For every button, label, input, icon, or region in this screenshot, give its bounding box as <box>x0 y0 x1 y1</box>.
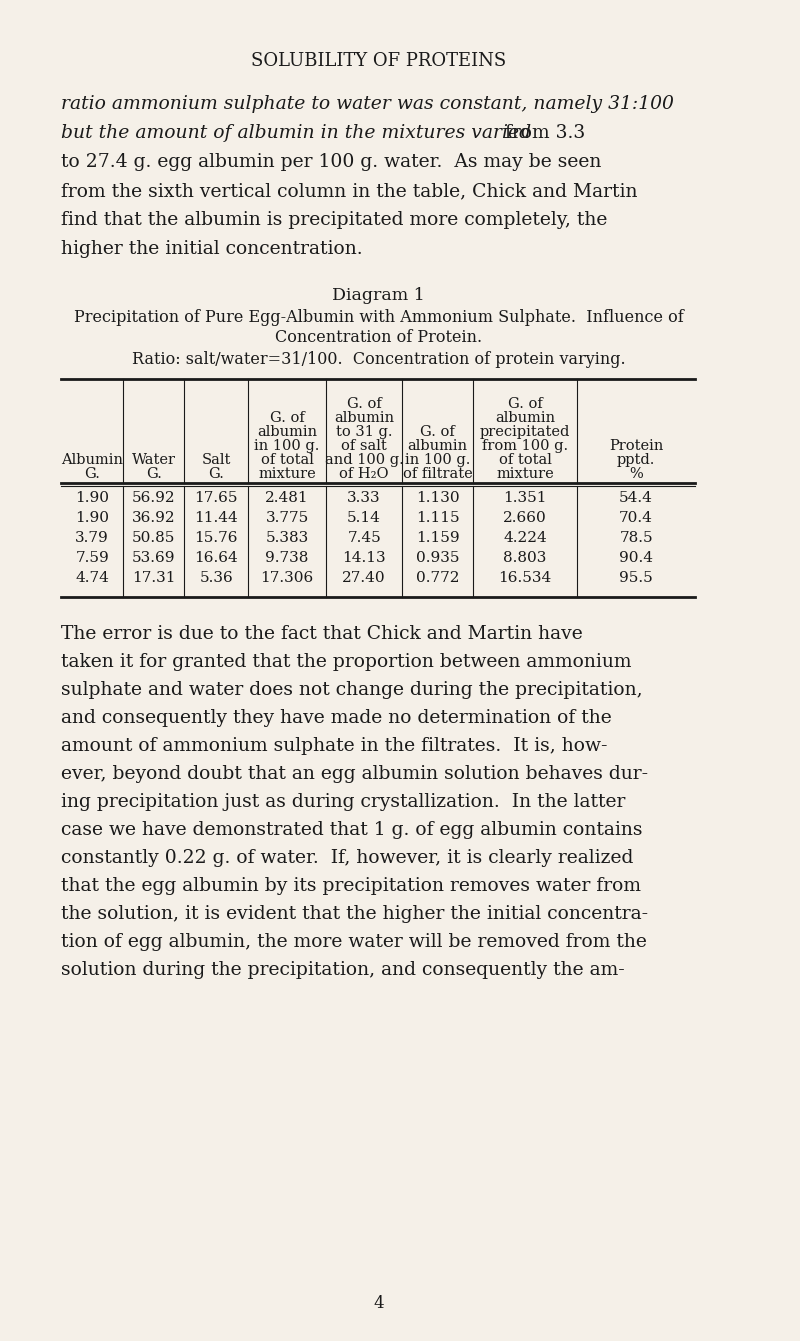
Text: 56.92: 56.92 <box>132 491 175 506</box>
Text: to 31 g.: to 31 g. <box>336 425 393 439</box>
Text: sulphate and water does not change during the precipitation,: sulphate and water does not change durin… <box>62 681 643 699</box>
Text: higher the initial concentration.: higher the initial concentration. <box>62 240 363 257</box>
Text: find that the albumin is precipitated more completely, the: find that the albumin is precipitated mo… <box>62 211 608 229</box>
Text: constantly 0.22 g. of water.  If, however, it is clearly realized: constantly 0.22 g. of water. If, however… <box>62 849 634 868</box>
Text: of total: of total <box>261 453 314 467</box>
Text: 8.803: 8.803 <box>503 551 546 565</box>
Text: 17.306: 17.306 <box>261 571 314 585</box>
Text: of filtrate: of filtrate <box>402 467 472 481</box>
Text: solution during the precipitation, and consequently the am-: solution during the precipitation, and c… <box>62 961 626 979</box>
Text: 1.115: 1.115 <box>416 511 459 524</box>
Text: in 100 g.: in 100 g. <box>405 453 470 467</box>
Text: 1.351: 1.351 <box>503 491 546 506</box>
Text: mixture: mixture <box>258 467 316 481</box>
Text: Albumin: Albumin <box>62 453 123 467</box>
Text: 1.90: 1.90 <box>75 491 110 506</box>
Text: ever, beyond doubt that an egg albumin solution behaves dur-: ever, beyond doubt that an egg albumin s… <box>62 764 649 783</box>
Text: 7.59: 7.59 <box>75 551 109 565</box>
Text: 17.65: 17.65 <box>194 491 238 506</box>
Text: case we have demonstrated that 1 g. of egg albumin contains: case we have demonstrated that 1 g. of e… <box>62 821 643 839</box>
Text: G. of: G. of <box>420 425 455 439</box>
Text: G.: G. <box>208 467 224 481</box>
Text: 16.534: 16.534 <box>498 571 552 585</box>
Text: 36.92: 36.92 <box>132 511 175 524</box>
Text: 53.69: 53.69 <box>132 551 175 565</box>
Text: 27.40: 27.40 <box>342 571 386 585</box>
Text: of total: of total <box>498 453 551 467</box>
Text: 78.5: 78.5 <box>619 531 653 544</box>
Text: albumin: albumin <box>407 439 467 453</box>
Text: 1.90: 1.90 <box>75 511 110 524</box>
Text: 5.383: 5.383 <box>266 531 309 544</box>
Text: 3.33: 3.33 <box>347 491 381 506</box>
Text: 90.4: 90.4 <box>619 551 653 565</box>
Text: and 100 g.: and 100 g. <box>325 453 403 467</box>
Text: 4.74: 4.74 <box>75 571 109 585</box>
Text: pptd.: pptd. <box>617 453 655 467</box>
Text: 3.79: 3.79 <box>75 531 109 544</box>
Text: 16.64: 16.64 <box>194 551 238 565</box>
Text: 70.4: 70.4 <box>619 511 653 524</box>
Text: G. of: G. of <box>270 410 305 425</box>
Text: albumin: albumin <box>334 410 394 425</box>
Text: 2.481: 2.481 <box>266 491 309 506</box>
Text: 5.36: 5.36 <box>199 571 233 585</box>
Text: of salt: of salt <box>342 439 387 453</box>
Text: ratio ammonium sulphate to water was constant, namely 31:100: ratio ammonium sulphate to water was con… <box>62 95 674 113</box>
Text: ing precipitation just as during crystallization.  In the latter: ing precipitation just as during crystal… <box>62 793 626 811</box>
Text: 3.775: 3.775 <box>266 511 309 524</box>
Text: G. of: G. of <box>347 397 382 410</box>
Text: Ratio: salt/water=31/100.  Concentration of protein varying.: Ratio: salt/water=31/100. Concentration … <box>131 351 625 367</box>
Text: mixture: mixture <box>496 467 554 481</box>
Text: and consequently they have made no determination of the: and consequently they have made no deter… <box>62 709 612 727</box>
Text: Concentration of Protein.: Concentration of Protein. <box>275 329 482 346</box>
Text: 0.772: 0.772 <box>416 571 459 585</box>
Text: 17.31: 17.31 <box>132 571 175 585</box>
Text: albumin: albumin <box>257 425 317 439</box>
Text: 11.44: 11.44 <box>194 511 238 524</box>
Text: G.: G. <box>146 467 162 481</box>
Text: Water: Water <box>132 453 176 467</box>
Text: 50.85: 50.85 <box>132 531 175 544</box>
Text: 1.159: 1.159 <box>416 531 459 544</box>
Text: that the egg albumin by its precipitation removes water from: that the egg albumin by its precipitatio… <box>62 877 642 894</box>
Text: in 100 g.: in 100 g. <box>254 439 320 453</box>
Text: albumin: albumin <box>495 410 555 425</box>
Text: taken it for granted that the proportion between ammonium: taken it for granted that the proportion… <box>62 653 632 670</box>
Text: from 100 g.: from 100 g. <box>482 439 568 453</box>
Text: 1.130: 1.130 <box>416 491 459 506</box>
Text: 7.45: 7.45 <box>347 531 381 544</box>
Text: %: % <box>630 467 643 481</box>
Text: to 27.4 g. egg albumin per 100 g. water.  As may be seen: to 27.4 g. egg albumin per 100 g. water.… <box>62 153 602 172</box>
Text: G. of: G. of <box>508 397 542 410</box>
Text: the solution, it is evident that the higher the initial concentra-: the solution, it is evident that the hig… <box>62 905 649 923</box>
Text: from 3.3: from 3.3 <box>505 123 586 142</box>
Text: Diagram 1: Diagram 1 <box>332 287 425 304</box>
Text: 2.660: 2.660 <box>503 511 547 524</box>
Text: G.: G. <box>84 467 100 481</box>
Text: SOLUBILITY OF PROTEINS: SOLUBILITY OF PROTEINS <box>250 52 506 70</box>
Text: 9.738: 9.738 <box>266 551 309 565</box>
Text: Precipitation of Pure Egg-Albumin with Ammonium Sulphate.  Influence of: Precipitation of Pure Egg-Albumin with A… <box>74 308 683 326</box>
Text: from the sixth vertical column in the table, Chick and Martin: from the sixth vertical column in the ta… <box>62 182 638 200</box>
Text: 15.76: 15.76 <box>194 531 238 544</box>
Text: Protein: Protein <box>609 439 663 453</box>
Text: tion of egg albumin, the more water will be removed from the: tion of egg albumin, the more water will… <box>62 933 647 951</box>
Text: 4.224: 4.224 <box>503 531 547 544</box>
Text: 14.13: 14.13 <box>342 551 386 565</box>
Text: but the amount of albumin in the mixtures varied: but the amount of albumin in the mixture… <box>62 123 538 142</box>
Text: The error is due to the fact that Chick and Martin have: The error is due to the fact that Chick … <box>62 625 583 642</box>
Text: of H₂O: of H₂O <box>339 467 389 481</box>
Text: Salt: Salt <box>202 453 231 467</box>
Text: 0.935: 0.935 <box>416 551 459 565</box>
Text: 5.14: 5.14 <box>347 511 381 524</box>
Text: 4: 4 <box>373 1295 384 1311</box>
Text: 95.5: 95.5 <box>619 571 653 585</box>
Text: precipitated: precipitated <box>480 425 570 439</box>
Text: amount of ammonium sulphate in the filtrates.  It is, how-: amount of ammonium sulphate in the filtr… <box>62 738 608 755</box>
Text: 54.4: 54.4 <box>619 491 653 506</box>
